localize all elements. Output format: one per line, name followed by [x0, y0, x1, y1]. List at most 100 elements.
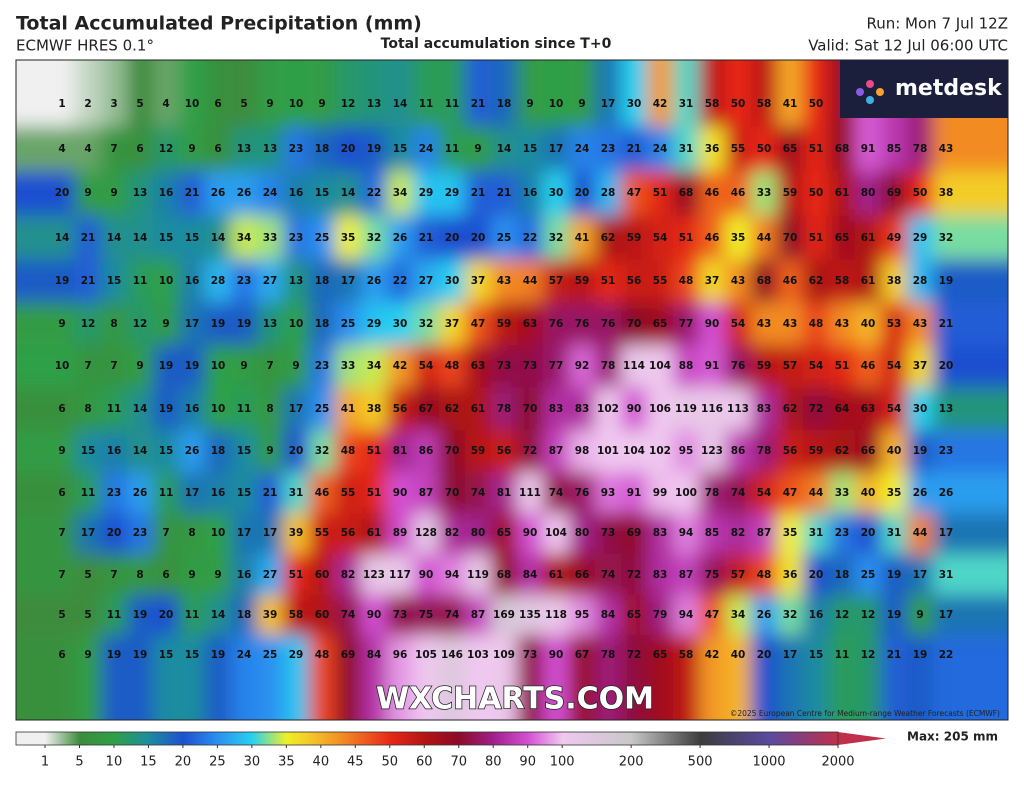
precip-value: 92 [575, 360, 590, 372]
precip-value: 17 [237, 527, 252, 539]
precip-value: 11 [81, 487, 96, 499]
precip-cell [699, 513, 725, 554]
precip-cell [465, 430, 491, 472]
precip-value: 99 [653, 487, 668, 499]
precip-cell [829, 554, 855, 595]
precip-cell [16, 387, 75, 430]
precip-value: 19 [913, 445, 928, 457]
precip-cell [829, 215, 855, 260]
precip-cell [127, 595, 153, 635]
precip-value: 61 [861, 232, 876, 244]
precip-value: 9 [292, 360, 299, 372]
precip-cell [257, 472, 283, 513]
precip-value: 29 [367, 318, 382, 330]
precip-value: 62 [809, 275, 824, 287]
precip-cell [777, 595, 803, 635]
precip-cell [569, 302, 595, 345]
colorbar-segment [527, 732, 563, 745]
precip-value: 40 [731, 649, 746, 661]
precip-value: 65 [835, 232, 850, 244]
precip-value: 20 [341, 143, 356, 155]
precip-cell [777, 259, 803, 303]
precip-value: 70 [783, 232, 798, 244]
precip-value: 28 [601, 187, 616, 199]
precip-cell [231, 215, 257, 260]
precip-value: 76 [549, 318, 564, 330]
precip-value: 18 [835, 569, 850, 581]
precip-cell [595, 554, 621, 595]
precip-cell [647, 635, 673, 720]
precip-cell [127, 60, 153, 127]
precip-value: 21 [471, 98, 486, 110]
precip-cell [907, 345, 933, 388]
precip-value: 69 [627, 527, 642, 539]
colorbar-segment [148, 732, 184, 745]
logo-bg [840, 60, 1008, 118]
precip-cell [16, 472, 75, 513]
colorbar-segment [424, 732, 460, 745]
logo-dot [866, 96, 874, 104]
colorbar-tick-label: 25 [209, 755, 226, 770]
precip-cell [127, 171, 153, 216]
precip-cell [153, 595, 179, 635]
precip-cell [387, 215, 413, 260]
precip-cell [439, 345, 465, 388]
precip-cell [673, 171, 699, 216]
precip-cell [101, 554, 127, 595]
precip-cell [387, 60, 413, 127]
precip-value: 59 [627, 232, 642, 244]
precip-value: 37 [445, 318, 460, 330]
precip-cell [465, 171, 491, 216]
precip-value: 93 [601, 487, 616, 499]
precip-cell [101, 171, 127, 216]
precip-cell [205, 215, 231, 260]
precip-cell [595, 387, 621, 430]
precip-value: 83 [549, 403, 564, 415]
precip-cell [439, 387, 465, 430]
precip-value: 13 [263, 143, 278, 155]
colorbar-segment [251, 732, 287, 745]
precip-cell [335, 259, 361, 303]
precip-value: 5 [84, 569, 91, 581]
precip-value: 70 [627, 318, 642, 330]
precip-value: 10 [55, 360, 70, 372]
precip-cell [257, 430, 283, 472]
precip-cell [283, 302, 309, 345]
precip-cell [465, 60, 491, 127]
precip-cell [751, 595, 777, 635]
precip-cell [543, 60, 569, 127]
precip-cell [283, 215, 309, 260]
precip-value: 88 [679, 360, 694, 372]
precip-value: 109 [493, 649, 515, 661]
precip-cell [309, 472, 335, 513]
precip-value: 7 [162, 527, 169, 539]
precip-cell [803, 513, 829, 554]
precip-cell [725, 635, 751, 720]
precip-value: 43 [939, 143, 954, 155]
precip-value: 9 [214, 569, 221, 581]
precip-cell [907, 595, 933, 635]
precip-value: 19 [939, 275, 954, 287]
precip-cell [543, 302, 569, 345]
precip-value: 51 [679, 232, 694, 244]
precip-value: 12 [835, 609, 850, 621]
precip-value: 13 [289, 275, 304, 287]
precip-cell [621, 472, 647, 513]
precip-cell [777, 472, 803, 513]
precip-value: 13 [133, 187, 148, 199]
precip-cell [673, 635, 699, 720]
precip-cell [933, 635, 1008, 720]
precip-value: 101 [597, 445, 619, 457]
precip-value: 68 [835, 143, 850, 155]
precip-value: 20 [809, 569, 824, 581]
precip-cell [855, 345, 881, 388]
precip-value: 22 [393, 275, 408, 287]
precip-value: 43 [913, 318, 928, 330]
precip-cell [933, 554, 1008, 595]
precip-value: 12 [341, 98, 356, 110]
precip-value: 48 [679, 275, 694, 287]
precip-value: 44 [809, 487, 824, 499]
precip-cell [933, 513, 1008, 554]
precip-value: 10 [185, 98, 200, 110]
precip-cell [361, 126, 387, 171]
